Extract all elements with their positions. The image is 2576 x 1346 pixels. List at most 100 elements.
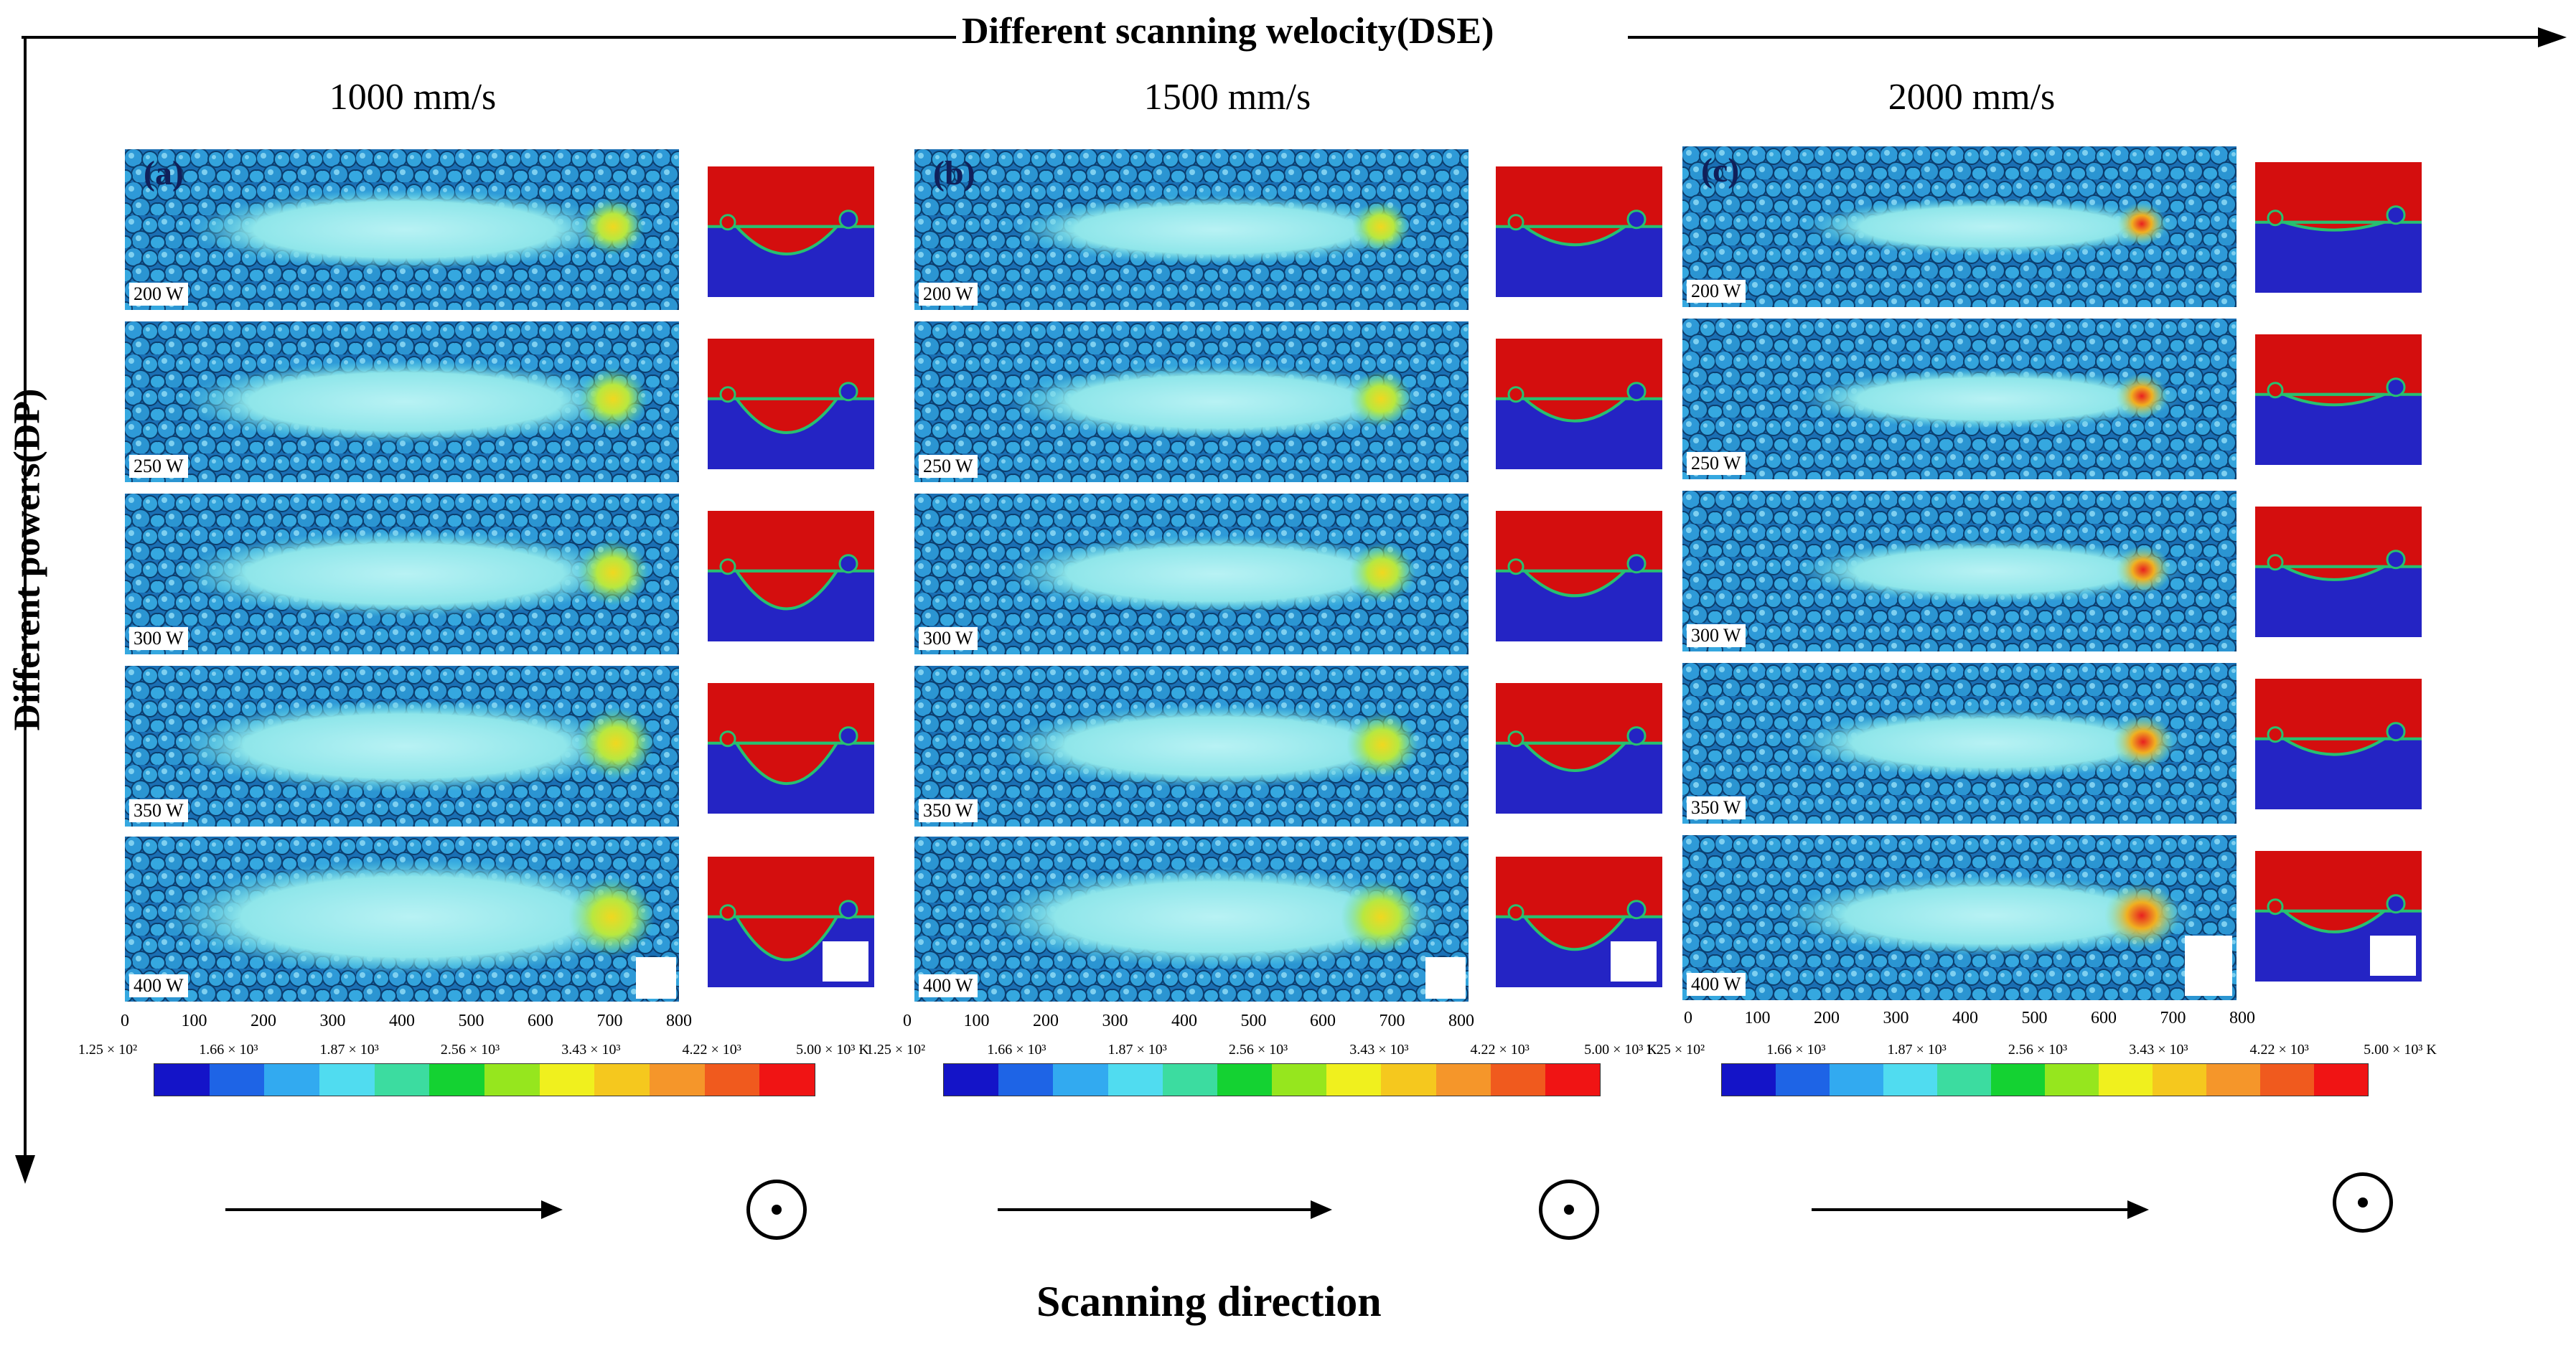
- x-tick-label: 200: [1814, 1009, 1840, 1027]
- colorbar-segment: [2260, 1064, 2314, 1096]
- x-ticks-1500: 0 100 200 300 400 500 600 700 800: [903, 1012, 1474, 1040]
- colorbar-labels-2000: 1.25 × 10² 1.66 × 10³ 1.87 × 10³ 2.56 × 10³…: [1645, 1042, 2437, 1063]
- power-label: 200 W: [1687, 280, 1746, 303]
- colorbar-tick-label: 5.00 × 10³ K: [796, 1042, 869, 1058]
- colorbar-tick-label: 5.00 × 10³ K: [2364, 1042, 2437, 1058]
- colorbar-segment: [1381, 1064, 1436, 1096]
- out-of-plane-icon-1500: [1539, 1180, 1599, 1240]
- scan-arrow-1000: [225, 1208, 541, 1211]
- melt-pool-1500-200w: (b) 200 W: [914, 149, 1469, 310]
- colorbar-segment: [1490, 1064, 1545, 1096]
- colorbar-segment: [1883, 1064, 1937, 1096]
- scan-arrowhead-1500: [1311, 1200, 1332, 1219]
- cross-section-thumb: [708, 857, 874, 987]
- colorbar-segment: [264, 1064, 320, 1096]
- cross-section-thumb: [2255, 679, 2422, 809]
- panel-letter: (b): [933, 154, 975, 192]
- x-tick-label: 800: [2229, 1009, 2255, 1027]
- panel-letter: (a): [144, 154, 184, 192]
- scan-arrowhead-1000: [541, 1200, 563, 1219]
- out-of-plane-icon-1000: [746, 1180, 807, 1240]
- scanning-direction-title: Scanning direction: [1036, 1278, 1382, 1325]
- colorbar-2000: [1721, 1063, 2369, 1096]
- cross-section-thumb: [2255, 334, 2422, 465]
- x-tick-label: 500: [1240, 1012, 1267, 1030]
- x-tick-label: 600: [528, 1012, 553, 1030]
- colorbar-segment: [374, 1064, 430, 1096]
- column-speed-2000: 2000 mm/s: [1888, 77, 2056, 118]
- colorbar-segment: [1776, 1064, 1830, 1096]
- colorbar-segment: [209, 1064, 265, 1096]
- colorbar-segment: [2206, 1064, 2260, 1096]
- x-tick-label: 600: [2091, 1009, 2117, 1027]
- colorbar-segment: [650, 1064, 705, 1096]
- colorbar-segment: [1435, 1064, 1491, 1096]
- power-label: 250 W: [1687, 452, 1746, 475]
- colorbar-segment: [154, 1064, 210, 1096]
- x-tick-label: 200: [1033, 1012, 1059, 1030]
- colorbar-segment: [1162, 1064, 1217, 1096]
- melt-pool-1500-400w: 400 W: [914, 837, 1469, 1002]
- colorbar-tick-label: 2.56 × 10³: [1228, 1042, 1288, 1058]
- colorbar-tick-label: 1.66 × 10³: [987, 1042, 1046, 1058]
- x-tick-label: 0: [121, 1012, 129, 1030]
- colorbar-segment: [594, 1064, 650, 1096]
- power-label: 300 W: [919, 627, 978, 650]
- top-axis-line-left: [22, 36, 956, 39]
- melt-pool-1000-300w: 300 W: [125, 494, 679, 654]
- x-tick-label: 600: [1310, 1012, 1336, 1030]
- scan-arrow-2000: [1812, 1208, 2127, 1211]
- melt-pool-1000-400w: 400 W: [125, 837, 679, 1002]
- colorbar-tick-label: 1.66 × 10³: [199, 1042, 258, 1058]
- colorbar-segment: [1545, 1064, 1601, 1096]
- x-tick-label: 400: [389, 1012, 415, 1030]
- melt-pool-2000-400w: 400 W: [1682, 835, 2237, 1000]
- colorbar-segment: [998, 1064, 1054, 1096]
- colorbar-segment: [1937, 1064, 1991, 1096]
- x-tick-label: 0: [1684, 1009, 1692, 1027]
- x-tick-label: 500: [2021, 1009, 2048, 1027]
- melt-pool-1500-250w: 250 W: [914, 321, 1469, 482]
- colorbar-1500: [943, 1063, 1601, 1096]
- colorbar-segment: [1107, 1064, 1163, 1096]
- colorbar-tick-label: 1.25 × 10²: [78, 1042, 138, 1058]
- colorbar-segment: [1326, 1064, 1382, 1096]
- colorbar-segment: [429, 1064, 485, 1096]
- colorbar-segment: [1272, 1064, 1327, 1096]
- colorbar-segment: [2099, 1064, 2153, 1096]
- power-label: 200 W: [919, 283, 978, 306]
- colorbar-tick-label: 4.22 × 10³: [2249, 1042, 2309, 1058]
- cross-section-thumb: [708, 339, 874, 469]
- x-tick-label: 700: [2160, 1009, 2186, 1027]
- colorbar-tick-label: 4.22 × 10³: [1470, 1042, 1530, 1058]
- cross-section-thumb: [1496, 511, 1662, 641]
- x-tick-label: 500: [458, 1012, 484, 1030]
- colorbar-tick-label: 1.25 × 10²: [1645, 1042, 1705, 1058]
- cross-section-thumb: [708, 683, 874, 814]
- power-label: 300 W: [1687, 624, 1746, 647]
- melt-pool-2000-300w: 300 W: [1682, 491, 2237, 651]
- scan-arrow-1500: [998, 1208, 1311, 1211]
- melt-pool-2000-350w: 350 W: [1682, 663, 2237, 824]
- colorbar-segment: [2045, 1064, 2099, 1096]
- colorbar-segment: [484, 1064, 540, 1096]
- colorbar-segment: [319, 1064, 375, 1096]
- power-label: 400 W: [1687, 973, 1746, 996]
- power-label: 400 W: [919, 974, 978, 997]
- x-tick-label: 300: [319, 1012, 346, 1030]
- colorbar-tick-label: 4.22 × 10³: [682, 1042, 741, 1058]
- top-axis-arrowhead: [2538, 27, 2567, 47]
- x-tick-label: 0: [903, 1012, 912, 1030]
- left-axis-title: Different powers(DP): [6, 388, 48, 731]
- x-tick-label: 700: [1379, 1012, 1405, 1030]
- x-tick-label: 300: [1883, 1009, 1909, 1027]
- colorbar-labels-1500: 1.25 × 10² 1.66 × 10³ 1.87 × 10³ 2.56 × 10³…: [866, 1042, 1657, 1063]
- x-tick-label: 100: [181, 1012, 207, 1030]
- cross-section-thumb: [2255, 851, 2422, 982]
- x-tick-label: 700: [596, 1012, 623, 1030]
- melt-pool-1500-350w: 350 W: [914, 666, 1469, 827]
- cross-section-thumb: [2255, 162, 2422, 293]
- cross-section-thumb: [1496, 339, 1662, 469]
- power-label: 400 W: [129, 974, 188, 997]
- x-tick-label: 400: [1171, 1012, 1197, 1030]
